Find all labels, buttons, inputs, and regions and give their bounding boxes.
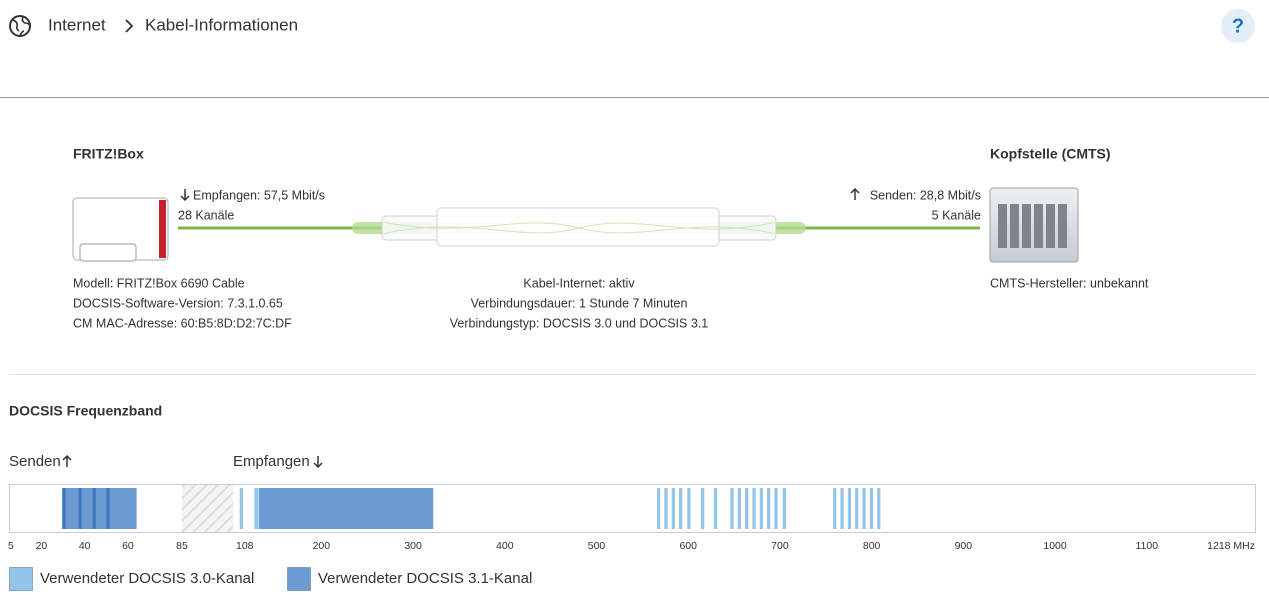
channel xyxy=(855,488,859,529)
x-tick-label: 200 xyxy=(313,540,331,552)
x-tick-label: 60 xyxy=(122,540,134,552)
device-info: CM MAC-Adresse: 60:B5:8D:D2:7C:DF xyxy=(73,316,292,330)
upstream-label: Senden xyxy=(9,453,61,470)
legend-swatch xyxy=(287,567,311,591)
channel xyxy=(840,488,844,529)
channel xyxy=(782,488,786,529)
channel xyxy=(664,488,668,529)
cable-info: Verbindungstyp: DOCSIS 3.0 und DOCSIS 3.… xyxy=(450,316,709,330)
x-tick-label: 5 xyxy=(8,540,14,552)
x-tick-label: 40 xyxy=(79,540,91,552)
channel xyxy=(239,488,243,529)
x-tick-label: 1218 MHz xyxy=(1207,540,1255,552)
device-info: DOCSIS-Software-Version: 7.3.1.0.65 xyxy=(73,296,283,310)
channel xyxy=(833,488,837,529)
section-title: DOCSIS Frequenzband xyxy=(9,403,162,419)
unused-band xyxy=(182,485,233,532)
x-tick-label: 900 xyxy=(955,540,973,552)
cable-info: Verbindungsdauer: 1 Stunde 7 Minuten xyxy=(471,296,688,310)
channel xyxy=(869,488,874,529)
fritzbox-icon xyxy=(72,197,169,262)
device-title: FRITZ!Box xyxy=(73,146,144,162)
breadcrumb-separator xyxy=(125,19,134,33)
x-tick-label: 700 xyxy=(771,540,789,552)
channel xyxy=(259,488,434,529)
cmts-info: CMTS-Hersteller: unbekannt xyxy=(990,276,1149,290)
x-tick-label: 1000 xyxy=(1043,540,1067,552)
channel xyxy=(862,488,866,529)
x-tick-label: 20 xyxy=(36,540,48,552)
up-arrow xyxy=(62,454,72,467)
x-tick-label: 400 xyxy=(496,540,514,552)
channel xyxy=(730,488,734,529)
device-info: Modell: FRITZ!Box 6690 Cable xyxy=(73,276,245,290)
channel xyxy=(759,488,763,529)
x-tick-label: 1100 xyxy=(1135,540,1158,552)
cable-info: Kabel-Internet: aktiv xyxy=(523,276,635,290)
cmts-icon xyxy=(989,187,1079,263)
x-tick-label: 300 xyxy=(404,540,422,552)
down-arrow xyxy=(313,456,323,469)
legend-label: Verwendeter DOCSIS 3.1-Kanal xyxy=(318,570,532,587)
channel xyxy=(671,488,675,529)
x-tick-label: 500 xyxy=(588,540,606,552)
channel xyxy=(774,488,778,529)
downstream-label: Empfangen xyxy=(233,453,310,470)
channel xyxy=(78,488,82,529)
legend-label: Verwendeter DOCSIS 3.0-Kanal xyxy=(40,570,254,587)
send-rate: Senden: 28,8 Mbit/s xyxy=(870,188,981,202)
down-arrow xyxy=(180,189,190,202)
channel xyxy=(745,488,749,529)
channel xyxy=(701,488,705,529)
channel xyxy=(847,488,852,529)
x-tick-label: 600 xyxy=(679,540,697,552)
channel xyxy=(106,488,110,529)
receive-channels: 28 Kanäle xyxy=(178,208,234,222)
band-channels xyxy=(61,488,881,529)
x-tick-label: 800 xyxy=(863,540,881,552)
globe-icon xyxy=(9,15,31,37)
receive-rate: Empfangen: 57,5 Mbit/s xyxy=(193,188,325,202)
channel xyxy=(687,488,691,529)
up-arrow xyxy=(850,187,860,200)
channel xyxy=(713,488,718,529)
help-icon[interactable]: ? xyxy=(1232,15,1244,37)
legend-swatch xyxy=(9,567,33,591)
channel xyxy=(92,488,96,529)
cmts-title: Kopfstelle (CMTS) xyxy=(990,146,1111,162)
channel xyxy=(877,488,881,529)
cable-tunnel xyxy=(381,207,777,247)
channel xyxy=(62,488,66,529)
channel xyxy=(679,488,683,529)
help-button[interactable] xyxy=(1221,9,1255,43)
breadcrumb-item[interactable]: Internet xyxy=(48,15,106,34)
channel xyxy=(767,488,771,529)
channel xyxy=(752,488,756,529)
x-tick-label: 85 xyxy=(176,540,188,552)
channel xyxy=(737,488,741,529)
x-tick-label: 108 xyxy=(236,540,254,552)
channel xyxy=(61,488,137,529)
send-channels: 5 Kanäle xyxy=(932,208,981,222)
breadcrumb-item: Kabel-Informationen xyxy=(145,15,298,34)
channel xyxy=(657,488,661,529)
channel xyxy=(254,488,259,529)
